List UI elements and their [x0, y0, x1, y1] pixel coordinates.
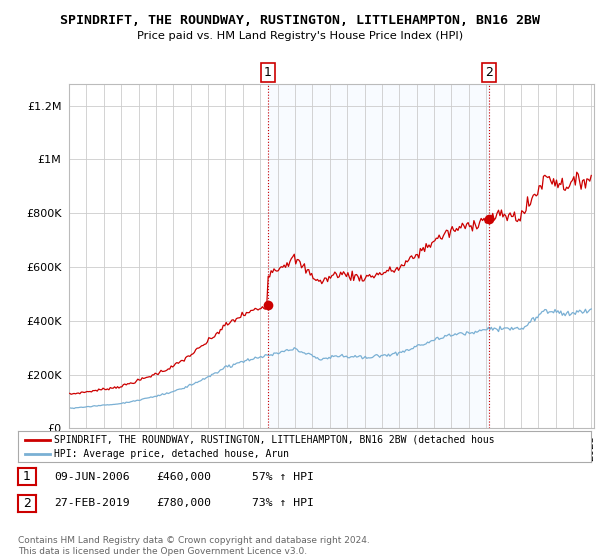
Text: £780,000: £780,000	[156, 498, 211, 508]
Text: 2: 2	[485, 66, 493, 79]
Text: Contains HM Land Registry data © Crown copyright and database right 2024.
This d: Contains HM Land Registry data © Crown c…	[18, 536, 370, 556]
Text: 1: 1	[23, 470, 31, 483]
Text: Price paid vs. HM Land Registry's House Price Index (HPI): Price paid vs. HM Land Registry's House …	[137, 31, 463, 41]
Text: SPINDRIFT, THE ROUNDWAY, RUSTINGTON, LITTLEHAMPTON, BN16 2BW (detached hous: SPINDRIFT, THE ROUNDWAY, RUSTINGTON, LIT…	[54, 435, 495, 445]
Text: 1: 1	[264, 66, 272, 79]
Text: £460,000: £460,000	[156, 472, 211, 482]
Text: 73% ↑ HPI: 73% ↑ HPI	[252, 498, 314, 508]
Text: 27-FEB-2019: 27-FEB-2019	[54, 498, 130, 508]
Bar	[268, 84, 489, 428]
Text: 09-JUN-2006: 09-JUN-2006	[54, 472, 130, 482]
Text: HPI: Average price, detached house, Arun: HPI: Average price, detached house, Arun	[54, 449, 289, 459]
Text: 2: 2	[23, 497, 31, 510]
Text: SPINDRIFT, THE ROUNDWAY, RUSTINGTON, LITTLEHAMPTON, BN16 2BW: SPINDRIFT, THE ROUNDWAY, RUSTINGTON, LIT…	[60, 14, 540, 27]
Text: 57% ↑ HPI: 57% ↑ HPI	[252, 472, 314, 482]
